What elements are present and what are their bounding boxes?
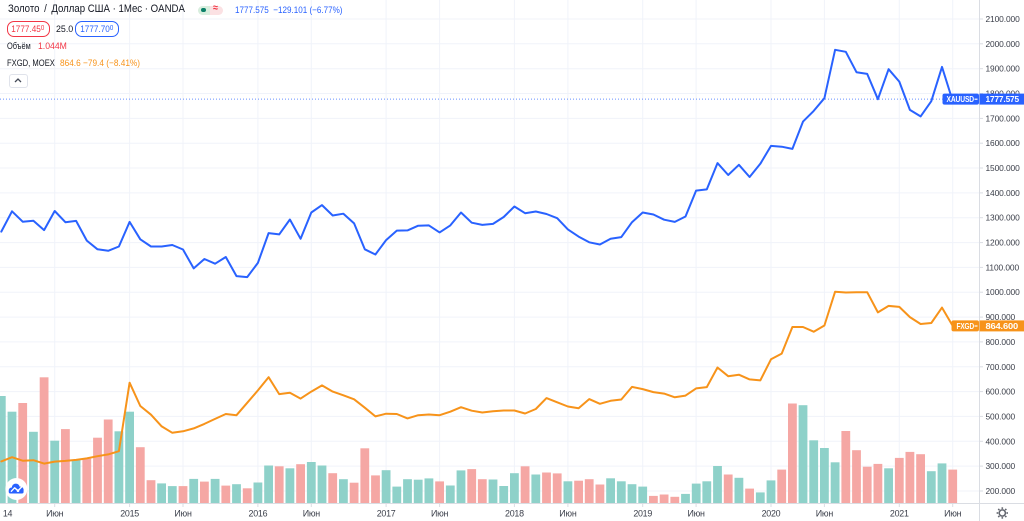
svg-text:1800.000: 1800.000 <box>986 89 1021 99</box>
svg-text:700.000: 700.000 <box>986 362 1016 372</box>
svg-text:Июн: Июн <box>46 509 64 519</box>
svg-text:800.000: 800.000 <box>986 337 1016 347</box>
svg-text:Июн: Июн <box>174 509 192 519</box>
svg-text:1400.000: 1400.000 <box>986 188 1021 198</box>
svg-text:Июн: Июн <box>431 509 449 519</box>
svg-text:Июн: Июн <box>688 509 706 519</box>
svg-text:864.600: 864.600 <box>986 321 1019 331</box>
svg-text:1100.000: 1100.000 <box>986 262 1020 272</box>
svg-text:1700.000: 1700.000 <box>986 113 1021 123</box>
svg-text:2016: 2016 <box>249 509 268 519</box>
svg-text:2000.000: 2000.000 <box>986 39 1021 49</box>
svg-text:1300.000: 1300.000 <box>986 213 1021 223</box>
svg-text:Июн: Июн <box>944 509 962 519</box>
svg-text:Июн: Июн <box>559 509 577 519</box>
svg-text:300.000: 300.000 <box>986 461 1016 471</box>
svg-text:XAUUSD: XAUUSD <box>947 94 975 104</box>
svg-text:2015: 2015 <box>120 509 139 519</box>
svg-text:200.000: 200.000 <box>986 486 1016 496</box>
svg-text:2019: 2019 <box>633 509 652 519</box>
svg-text:Июн: Июн <box>816 509 834 519</box>
svg-text:1777.575: 1777.575 <box>986 94 1020 104</box>
svg-text:1000.000: 1000.000 <box>986 287 1021 297</box>
svg-text:14: 14 <box>3 509 13 519</box>
svg-text:2017: 2017 <box>377 509 396 519</box>
svg-text:1900.000: 1900.000 <box>986 64 1021 74</box>
svg-text:2020: 2020 <box>762 509 781 519</box>
svg-text:2018: 2018 <box>505 509 524 519</box>
svg-text:500.000: 500.000 <box>986 411 1016 421</box>
svg-text:FXGD: FXGD <box>957 321 975 331</box>
svg-text:1600.000: 1600.000 <box>986 138 1021 148</box>
svg-text:600.000: 600.000 <box>986 387 1016 397</box>
svg-text:900.000: 900.000 <box>986 312 1016 322</box>
svg-text:400.000: 400.000 <box>986 436 1016 446</box>
svg-text:2021: 2021 <box>890 509 909 519</box>
svg-text:Июн: Июн <box>303 509 321 519</box>
svg-text:1200.000: 1200.000 <box>986 238 1021 248</box>
svg-text:2100.000: 2100.000 <box>986 14 1021 24</box>
svg-text:1500.000: 1500.000 <box>986 163 1021 173</box>
